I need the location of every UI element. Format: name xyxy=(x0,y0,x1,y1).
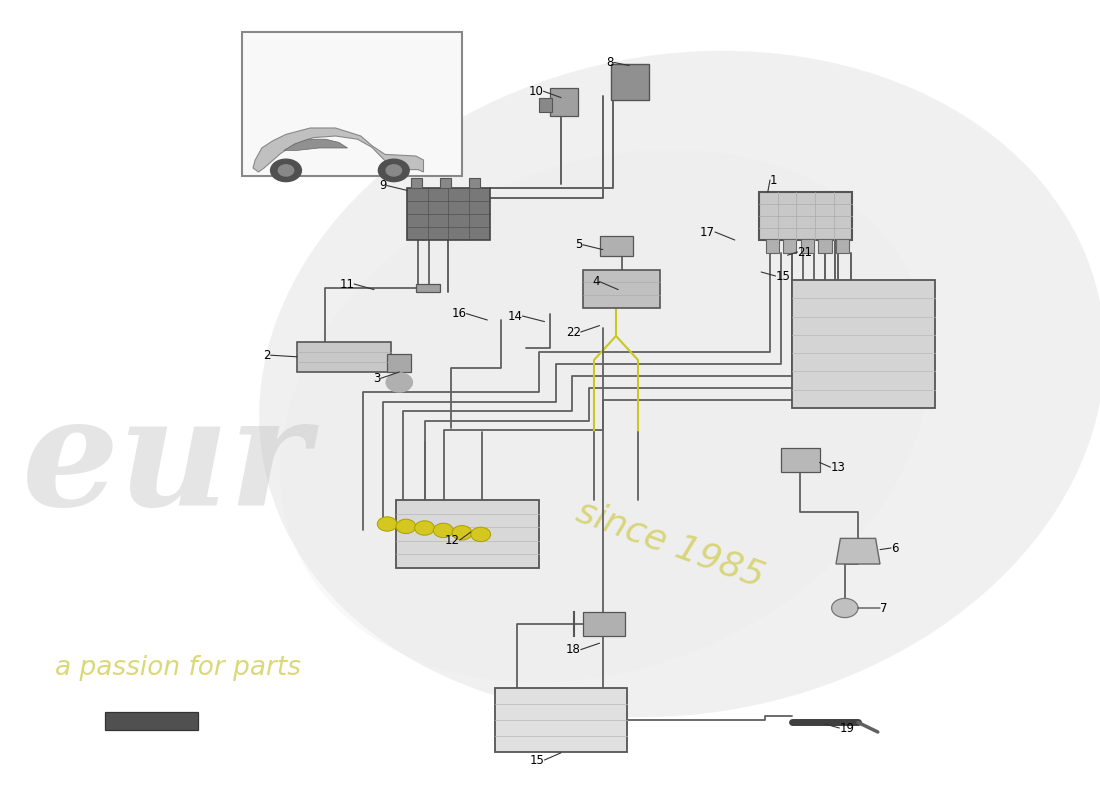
Bar xyxy=(469,178,480,188)
Bar xyxy=(297,342,390,372)
Bar xyxy=(781,448,820,472)
Bar xyxy=(759,192,852,240)
Text: since 1985: since 1985 xyxy=(572,494,769,594)
Bar xyxy=(766,239,779,253)
Bar xyxy=(495,688,627,752)
Bar xyxy=(242,32,462,176)
Bar xyxy=(818,239,832,253)
Text: 18: 18 xyxy=(565,643,581,656)
Polygon shape xyxy=(253,128,424,172)
Bar xyxy=(411,178,422,188)
Text: 3: 3 xyxy=(373,372,381,385)
Bar xyxy=(416,284,440,292)
Bar xyxy=(407,188,490,240)
Circle shape xyxy=(832,598,858,618)
Text: 6: 6 xyxy=(891,542,899,554)
Text: 17: 17 xyxy=(700,226,715,238)
Bar xyxy=(583,270,660,308)
Text: a passion for parts: a passion for parts xyxy=(55,655,301,681)
Bar xyxy=(550,88,578,116)
Text: 19: 19 xyxy=(839,722,855,734)
Text: 9: 9 xyxy=(379,179,387,192)
Circle shape xyxy=(386,373,412,392)
Circle shape xyxy=(271,159,301,182)
Bar xyxy=(783,239,796,253)
Text: 8: 8 xyxy=(606,56,614,69)
Bar xyxy=(600,236,632,256)
Text: 1: 1 xyxy=(770,174,778,186)
Circle shape xyxy=(396,519,416,534)
Text: 22: 22 xyxy=(565,326,581,338)
Text: 10: 10 xyxy=(528,85,543,98)
Text: 15: 15 xyxy=(776,270,791,282)
Text: 7: 7 xyxy=(880,602,888,614)
Bar xyxy=(396,500,539,568)
Text: 15: 15 xyxy=(529,754,544,766)
Ellipse shape xyxy=(279,150,931,682)
Circle shape xyxy=(378,159,409,182)
Bar xyxy=(104,712,198,730)
Ellipse shape xyxy=(260,50,1100,718)
Bar xyxy=(792,280,935,408)
Polygon shape xyxy=(836,538,880,564)
Circle shape xyxy=(377,517,397,531)
Circle shape xyxy=(433,523,453,538)
Text: eur: eur xyxy=(22,390,310,538)
Bar xyxy=(801,239,814,253)
Text: 13: 13 xyxy=(830,461,846,474)
Circle shape xyxy=(452,526,472,540)
Bar xyxy=(387,354,411,372)
Bar xyxy=(539,98,552,112)
Text: 16: 16 xyxy=(451,307,466,320)
Circle shape xyxy=(415,521,434,535)
Text: 21: 21 xyxy=(798,246,813,258)
Text: 2: 2 xyxy=(263,349,271,362)
Bar xyxy=(836,239,849,253)
Text: 11: 11 xyxy=(339,278,354,290)
Bar xyxy=(610,64,649,100)
Circle shape xyxy=(471,527,491,542)
Text: 4: 4 xyxy=(592,275,600,288)
Polygon shape xyxy=(284,139,348,150)
Bar xyxy=(440,178,451,188)
Text: 5: 5 xyxy=(575,238,583,251)
Circle shape xyxy=(386,165,402,176)
Bar xyxy=(583,612,625,636)
Circle shape xyxy=(278,165,294,176)
Text: 14: 14 xyxy=(507,310,522,322)
Text: 12: 12 xyxy=(444,534,460,546)
